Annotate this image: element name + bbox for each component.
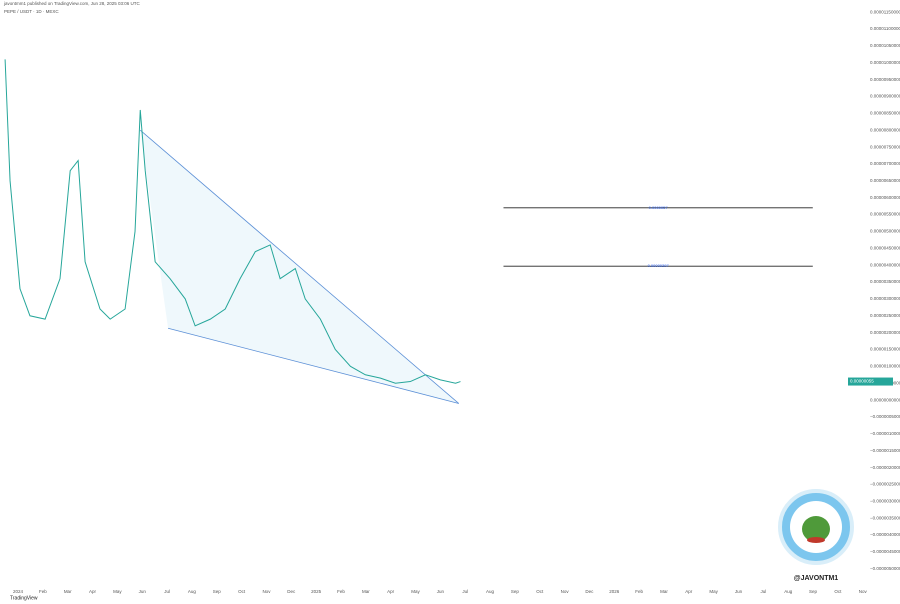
- x-tick-label: 2025: [311, 589, 322, 594]
- y-tick-label: 0.00000300000: [870, 296, 900, 301]
- y-tick-label: 0.00000400000: [870, 262, 900, 267]
- y-tick-label: −0.00000500000: [870, 566, 900, 571]
- x-tick-label: Aug: [486, 589, 495, 594]
- x-tick-label: Jun: [735, 589, 743, 594]
- x-tick-label: 2026: [609, 589, 620, 594]
- x-tick-label: Aug: [188, 589, 197, 594]
- x-tick-label: Oct: [834, 589, 842, 594]
- x-tick-label: Nov: [859, 589, 868, 594]
- x-tick-label: Sep: [213, 589, 222, 594]
- x-tick-label: Mar: [64, 589, 72, 594]
- publisher: javontmm1 published on TradingView.com, …: [3, 1, 140, 6]
- y-tick-label: 0.00000650000: [870, 178, 900, 183]
- y-tick-label: 0.00000200000: [870, 330, 900, 335]
- x-tick-label: May: [411, 589, 420, 594]
- x-tick-label: Mar: [362, 589, 370, 594]
- y-tick-label: 0.00000750000: [870, 144, 900, 149]
- x-tick-label: Aug: [784, 589, 793, 594]
- x-tick-label: Feb: [337, 589, 345, 594]
- y-tick-label: −0.00000300000: [870, 498, 900, 503]
- trendline: [167, 327, 459, 404]
- y-tick-label: 0.00000000000: [870, 397, 900, 402]
- x-tick-label: Jun: [437, 589, 445, 594]
- x-tick-label: Oct: [238, 589, 246, 594]
- level-label: 0.0000057: [649, 205, 669, 210]
- y-tick-label: 0.00000850000: [870, 111, 900, 116]
- footer: TradingView: [10, 595, 38, 601]
- x-tick-label: Jul: [462, 589, 468, 594]
- x-tick-label: 2024: [13, 589, 24, 594]
- x-tick-label: Jun: [139, 589, 147, 594]
- y-tick-label: 0.00000100000: [870, 364, 900, 369]
- last-price-label: 0.00000055: [850, 379, 874, 384]
- watermark: @JAVONTM1: [794, 575, 839, 582]
- x-tick-label: Apr: [387, 589, 395, 594]
- x-tick-label: Dec: [287, 589, 296, 594]
- symbol: PEPE / USDT · 1D · MEXC: [4, 9, 59, 14]
- x-tick-label: May: [113, 589, 122, 594]
- x-tick-label: Apr: [89, 589, 97, 594]
- x-tick-label: Sep: [511, 589, 520, 594]
- y-tick-label: −0.00000400000: [870, 532, 900, 537]
- level-label: 0.00000397: [648, 263, 670, 268]
- y-tick-label: 0.00000500000: [870, 229, 900, 234]
- y-tick-label: −0.00000050000: [870, 414, 900, 419]
- x-tick-label: Dec: [585, 589, 594, 594]
- y-tick-label: 0.00001100000: [870, 26, 900, 31]
- trendline: [139, 129, 460, 404]
- y-tick-label: 0.00000250000: [870, 313, 900, 318]
- x-tick-label: Nov: [262, 589, 271, 594]
- y-tick-label: 0.00000550000: [870, 212, 900, 217]
- x-tick-label: Oct: [536, 589, 544, 594]
- y-tick-label: 0.00000450000: [870, 245, 900, 250]
- x-tick-label: Apr: [685, 589, 693, 594]
- y-tick-label: 0.00000950000: [870, 77, 900, 82]
- price-line: [4, 59, 461, 384]
- x-tick-label: Feb: [635, 589, 643, 594]
- y-tick-label: −0.00000100000: [870, 431, 900, 436]
- y-tick-label: 0.00001000000: [870, 60, 900, 65]
- y-tick-label: −0.00000450000: [870, 549, 900, 554]
- x-tick-label: Jul: [760, 589, 766, 594]
- watermark-logo: [778, 489, 854, 565]
- y-tick-label: 0.00000600000: [870, 195, 900, 200]
- y-tick-label: 0.00000350000: [870, 279, 900, 284]
- y-tick-label: 0.00001150000: [870, 9, 900, 14]
- x-tick-label: Jul: [164, 589, 170, 594]
- y-tick-label: 0.00000700000: [870, 161, 900, 166]
- x-tick-label: Feb: [39, 589, 47, 594]
- x-tick-label: May: [709, 589, 718, 594]
- y-tick-label: −0.00000250000: [870, 482, 900, 487]
- y-tick-label: −0.00000200000: [870, 465, 900, 470]
- x-tick-label: Nov: [561, 589, 570, 594]
- x-tick-label: Sep: [809, 589, 818, 594]
- y-tick-label: 0.00000900000: [870, 94, 900, 99]
- y-tick-label: −0.00000150000: [870, 448, 900, 453]
- y-tick-label: 0.00001050000: [870, 43, 900, 48]
- x-tick-label: Mar: [660, 589, 668, 594]
- last-price-box: [848, 377, 893, 386]
- y-tick-label: 0.00000150000: [870, 347, 900, 352]
- y-tick-label: −0.00000350000: [870, 515, 900, 520]
- y-tick-label: 0.00000800000: [870, 127, 900, 132]
